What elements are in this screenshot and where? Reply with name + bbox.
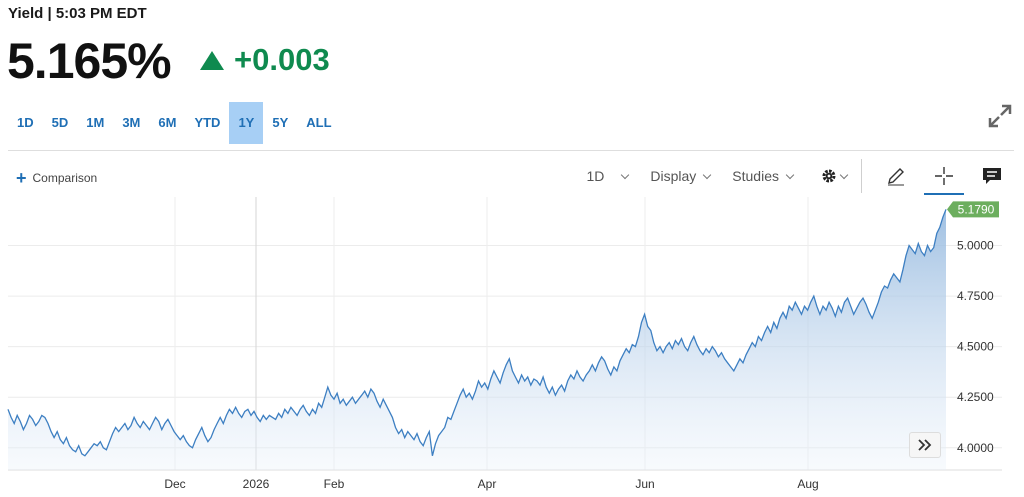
comparison-button[interactable]: + Comparison — [16, 168, 98, 188]
range-1y-button[interactable]: 1Y — [229, 102, 264, 144]
chart-toolbar: 1D Display Studies — [586, 158, 1012, 195]
y-tick-label: 5.0000 — [957, 239, 994, 253]
series-line — [7, 209, 947, 457]
yield-chart[interactable]: 4.0000 4.2500 4.5000 4.7500 5.0000 Dec 2026 Fe… — [0, 197, 1024, 497]
range-5y-button[interactable]: 5Y — [272, 115, 289, 130]
y-tick-label: 4.7500 — [957, 289, 994, 303]
chart-line — [7, 209, 947, 457]
last-value-text: 5.1790 — [958, 202, 995, 216]
range-ytd-button[interactable]: YTD — [194, 115, 221, 130]
display-label: Display — [650, 168, 697, 184]
chevron-down-icon — [621, 170, 630, 179]
chevron-down-icon — [785, 170, 795, 179]
interval-label: 1D — [586, 168, 605, 184]
quote-header-label: Yield | 5:03 PM EDT — [8, 5, 147, 22]
y-tick-label: 4.0000 — [957, 441, 994, 455]
display-dropdown[interactable]: Display — [650, 168, 712, 184]
range-5d-button[interactable]: 5D — [51, 115, 69, 130]
range-6m-button[interactable]: 6M — [158, 115, 177, 130]
x-tick-label: 2026 — [243, 477, 270, 491]
studies-dropdown[interactable]: Studies — [732, 168, 795, 184]
pencil-icon — [888, 168, 904, 186]
x-tick-label: Dec — [164, 477, 185, 491]
change-value: +0.003 — [234, 42, 330, 77]
chart-area — [8, 209, 946, 471]
expand-icon[interactable] — [986, 102, 1014, 130]
range-3m-button[interactable]: 3M — [122, 115, 141, 130]
up-triangle-icon — [200, 50, 224, 70]
header-divider — [8, 150, 1014, 151]
y-tick-label: 4.2500 — [957, 390, 994, 404]
change-indicator: +0.003 — [200, 42, 330, 78]
toolbar-separator — [861, 159, 862, 193]
x-tick-label: Jun — [635, 477, 654, 491]
studies-label: Studies — [732, 168, 779, 184]
time-range-selector: 1D 5D 1M 3M 6M YTD 1Y 5Y ALL — [8, 102, 341, 144]
chevron-down-icon — [703, 170, 712, 179]
interval-dropdown[interactable]: 1D — [586, 168, 630, 184]
gear-icon — [822, 169, 836, 183]
chevron-down-icon — [839, 170, 849, 179]
y-tick-label: 4.5000 — [957, 340, 994, 354]
series-area — [8, 209, 946, 471]
double-chevron-right-icon — [918, 439, 932, 451]
last-value-badge — [947, 201, 999, 218]
y-axis: 4.0000 4.2500 4.5000 4.7500 5.0000 — [957, 239, 994, 455]
x-axis: Dec 2026 Feb Apr Jun Aug — [164, 477, 818, 491]
settings-dropdown[interactable] — [821, 168, 849, 184]
x-tick-label: Feb — [324, 477, 345, 491]
range-1d-button[interactable]: 1D — [17, 115, 34, 130]
scroll-to-latest-button[interactable] — [909, 432, 941, 458]
range-1m-button[interactable]: 1M — [86, 115, 105, 130]
x-tick-label: Apr — [478, 477, 497, 491]
crosshair-icon — [935, 167, 953, 185]
current-yield: 5.165% — [7, 33, 172, 89]
comment-icon — [983, 168, 1001, 184]
draw-tool-button[interactable] — [876, 159, 916, 193]
comparison-label: Comparison — [32, 171, 98, 185]
comment-tool-button[interactable] — [972, 159, 1012, 193]
plus-icon: + — [16, 168, 27, 188]
x-tick-label: Aug — [797, 477, 818, 491]
crosshair-tool-button[interactable] — [924, 159, 964, 195]
range-all-button[interactable]: ALL — [306, 115, 332, 130]
last-value-label: 5.1790 — [947, 201, 999, 218]
